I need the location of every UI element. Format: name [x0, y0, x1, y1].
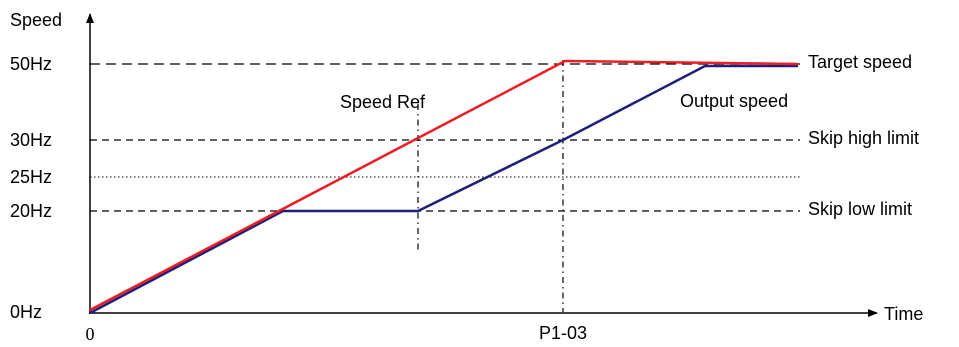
output-speed-annotation: Output speed	[680, 91, 788, 111]
output-speed-line	[89, 64, 798, 315]
x-axis-title: Time	[884, 304, 923, 324]
skip-low-limit-label: Skip low limit	[808, 199, 912, 219]
x-marker-label: P1-03	[539, 323, 587, 343]
y-level-label-50hz: 50Hz	[10, 54, 52, 74]
y-level-label-25hz: 25Hz	[10, 167, 52, 187]
target-speed-label: Target speed	[808, 52, 912, 72]
y-level-label-30hz: 30Hz	[10, 130, 52, 150]
skip-high-limit-label: Skip high limit	[808, 128, 919, 148]
speed-ref-annotation: Speed Ref	[340, 92, 426, 112]
speed-reference-line	[89, 59, 799, 312]
y-axis-title: Speed	[10, 10, 62, 30]
y-level-label-20hz: 20Hz	[10, 201, 52, 221]
y-level-label-0hz: 0Hz	[10, 302, 42, 322]
origin-label: 0	[86, 324, 95, 344]
